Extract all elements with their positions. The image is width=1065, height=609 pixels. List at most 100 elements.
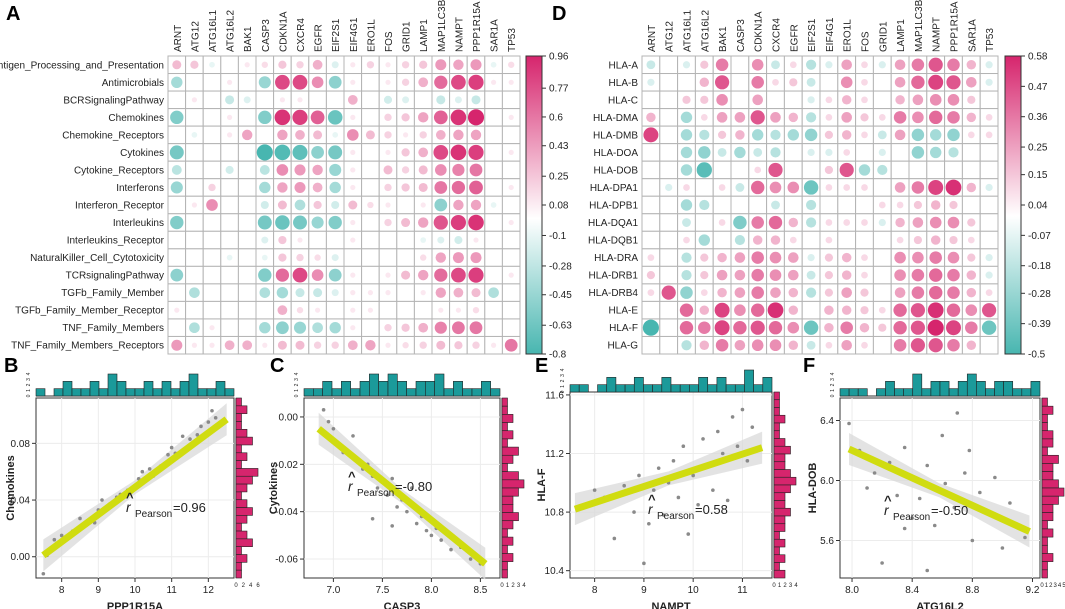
heatmap-dot xyxy=(350,237,356,243)
data-point xyxy=(651,488,656,492)
top-hist-bar xyxy=(331,388,342,397)
heatmap-dot xyxy=(350,184,356,191)
heatmap-dot xyxy=(277,305,288,316)
colorbar-label: 0.04 xyxy=(1028,201,1048,212)
heatmap-dot xyxy=(175,256,178,259)
data-point xyxy=(730,415,735,419)
heatmap-dot xyxy=(788,340,799,350)
heatmap-dot xyxy=(947,268,960,282)
panel-letter-d: D xyxy=(552,3,566,25)
heatmap-dot xyxy=(718,184,726,191)
heatmap-dot xyxy=(295,340,305,350)
heatmap-dot xyxy=(930,200,941,210)
heatmap-dot xyxy=(385,149,391,156)
heatmap-dot xyxy=(228,238,231,242)
heatmap-dot xyxy=(841,339,852,351)
heatmap-dot xyxy=(170,215,184,230)
heatmap-dot xyxy=(350,290,356,296)
heatmap-dot xyxy=(649,186,653,189)
data-point xyxy=(1000,546,1005,550)
data-point xyxy=(405,509,409,514)
heatmap-dot xyxy=(661,285,676,300)
right-hist-tick: 4 xyxy=(522,583,526,589)
right-hist-tick: 2 xyxy=(783,583,787,589)
heatmap-dot xyxy=(470,252,482,264)
heatmap-dot xyxy=(383,95,393,104)
heatmap-dot xyxy=(911,181,925,194)
column-label: LAMP1 xyxy=(896,19,907,52)
heatmap-dot xyxy=(276,164,289,176)
heatmap-dot xyxy=(985,271,993,279)
heatmap-dot xyxy=(454,96,462,104)
data-point xyxy=(195,433,200,437)
heatmap-dot xyxy=(228,326,231,329)
top-hist-bar xyxy=(903,388,914,397)
top-hist-bar xyxy=(98,388,109,397)
heatmap-dot xyxy=(720,238,724,242)
top-hist-bar xyxy=(350,388,361,397)
heatmap-dot xyxy=(947,251,960,264)
top-hist-bar xyxy=(170,388,181,397)
top-hist-tick: 2 xyxy=(294,383,300,386)
heatmap-dot xyxy=(350,149,356,156)
data-point xyxy=(424,528,429,533)
heatmap-dot xyxy=(771,60,780,70)
heatmap-dot xyxy=(803,180,819,195)
right-hist-bar xyxy=(501,520,514,530)
heatmap-dot xyxy=(296,306,304,314)
data-point xyxy=(321,408,326,412)
heatmap-dot xyxy=(699,129,710,140)
heatmap-dot xyxy=(929,146,942,159)
heatmap-dot xyxy=(770,147,781,158)
heatmap-dot xyxy=(175,238,178,242)
right-hist-bar xyxy=(773,500,786,509)
right-hist-bar xyxy=(501,553,514,562)
heatmap-dot xyxy=(893,338,907,352)
heatmap-dot xyxy=(296,61,304,69)
heatmap-dot xyxy=(788,269,799,281)
right-hist-bar xyxy=(773,484,791,494)
top-hist-bar xyxy=(89,381,100,397)
heatmap-dot xyxy=(788,217,799,228)
heatmap-dot xyxy=(647,78,655,86)
data-point xyxy=(740,407,745,412)
top-hist-bar xyxy=(206,388,217,397)
heatmap-dot xyxy=(210,98,214,102)
right-hist-bar xyxy=(773,476,797,486)
heatmap-dot xyxy=(385,62,391,68)
heatmap-dot xyxy=(401,113,410,122)
heatmap-dot xyxy=(768,162,783,178)
heatmap-dot xyxy=(366,61,375,69)
heatmap-dot xyxy=(508,114,514,120)
heatmap-dot xyxy=(263,308,266,312)
heatmap-dot xyxy=(296,253,304,262)
y-axis-title: HLA-F xyxy=(536,468,548,501)
colorbar-label: -0.5 xyxy=(1028,350,1046,361)
heatmap-dot xyxy=(807,96,815,104)
heatmap-dot xyxy=(328,145,343,160)
heatmap-dot xyxy=(841,112,852,123)
heatmap-dot xyxy=(861,341,868,349)
top-hist-bar xyxy=(369,373,379,397)
heatmap-dot xyxy=(386,308,390,312)
heatmap-dot xyxy=(878,114,886,121)
heatmap-dot xyxy=(210,81,214,84)
top-hist-bar xyxy=(985,388,995,397)
heatmap-dot xyxy=(985,131,993,139)
column-label: ARNT xyxy=(173,25,184,52)
top-hist-bar xyxy=(976,381,986,397)
heatmap-dot xyxy=(384,324,392,332)
colorbar-label: -0.28 xyxy=(1028,289,1051,300)
heatmap-dot xyxy=(860,113,869,122)
heatmap-dot xyxy=(331,341,339,349)
right-hist-bar xyxy=(773,430,780,439)
heatmap-dot xyxy=(433,215,448,230)
heatmap-dot xyxy=(861,184,868,191)
heatmap-dot xyxy=(788,252,799,263)
top-hist-bar xyxy=(443,388,454,397)
right-hist-tick: 3 xyxy=(1054,583,1058,589)
right-hist-bar xyxy=(773,453,786,463)
heatmap-dot xyxy=(965,304,978,316)
heatmap-dot xyxy=(863,238,866,242)
top-hist-bar xyxy=(224,388,235,397)
